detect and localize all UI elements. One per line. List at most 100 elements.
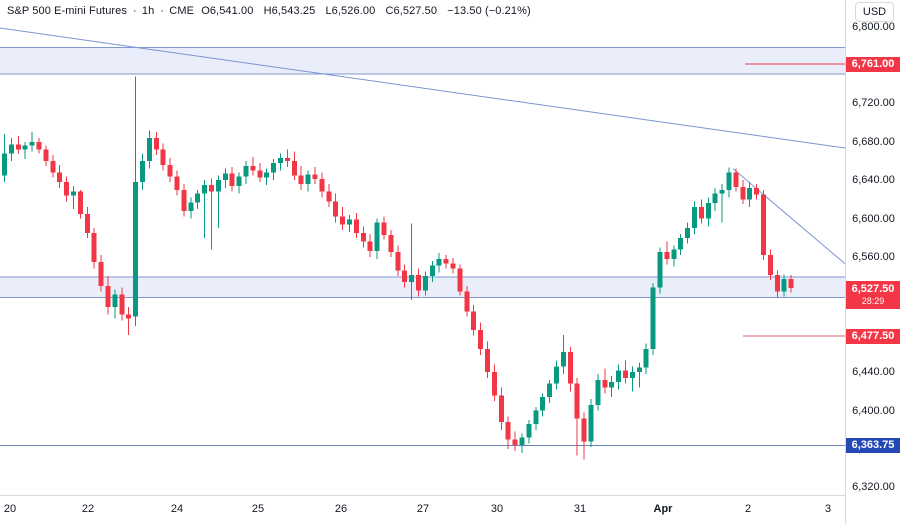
candle-body xyxy=(726,172,732,190)
candle-body xyxy=(202,185,208,194)
time-tick-label: 30 xyxy=(490,503,504,515)
candle-body xyxy=(71,191,76,196)
candle-body xyxy=(547,383,553,398)
candle-body xyxy=(698,207,704,219)
candle-body xyxy=(360,233,366,242)
current-price-label[interactable]: 6,527.50 28:29 xyxy=(846,281,900,310)
candle-body xyxy=(298,175,304,185)
candle-body xyxy=(264,172,270,178)
trendline-1[interactable] xyxy=(0,27,845,149)
time-tick-label: 24 xyxy=(170,503,184,515)
candle-body xyxy=(747,187,753,200)
candle-body xyxy=(236,176,242,186)
candle-body xyxy=(2,153,7,176)
candle-body xyxy=(657,252,663,288)
candle-body xyxy=(22,145,28,150)
price-tick-label: 6,440.00 xyxy=(852,366,895,379)
candle-body xyxy=(326,191,332,202)
candle-body xyxy=(367,241,373,252)
candlestick-series xyxy=(2,76,794,460)
candle-body xyxy=(374,222,380,252)
currency-button[interactable]: USD xyxy=(855,2,894,22)
price-line-label[interactable]: 6,477.50 xyxy=(846,328,900,344)
candle-body xyxy=(671,249,677,259)
candle-body xyxy=(347,219,352,225)
symbol-name[interactable]: S&P 500 E-mini Futures xyxy=(7,5,127,17)
time-tick-label: 3 xyxy=(824,503,832,515)
candle-body xyxy=(215,180,221,192)
candle-body xyxy=(567,352,573,384)
time-axis[interactable]: 20 22 24 25 26 27 30 31 Apr 2 3 xyxy=(0,495,845,524)
candle-body xyxy=(505,422,511,440)
candle-body xyxy=(705,203,711,219)
symbol-info-bar: S&P 500 E-mini Futures · 1h · CME O6,541.0… xyxy=(7,5,535,17)
ohlc-low: L6,526.00 xyxy=(325,5,376,17)
candle-body xyxy=(650,287,656,350)
candle-body xyxy=(457,268,463,292)
candle-body xyxy=(36,141,42,150)
candle-body xyxy=(774,275,780,292)
candle-body xyxy=(84,213,90,234)
candle-body xyxy=(602,379,608,388)
candle-body xyxy=(636,367,642,373)
candle-body xyxy=(388,234,394,253)
candle-body xyxy=(119,294,125,315)
candle-body xyxy=(485,349,490,373)
separator-dot: · xyxy=(133,5,137,17)
interval-value[interactable]: 1h xyxy=(141,5,155,17)
price-line-label[interactable]: 6,363.75 xyxy=(846,437,900,453)
price-tick-label: 6,720.00 xyxy=(852,97,895,110)
mid-demand-zone[interactable] xyxy=(0,277,845,298)
chart-pane[interactable]: S&P 500 E-mini Futures · 1h · CME O6,541.0… xyxy=(0,0,845,495)
bar-countdown: 28:29 xyxy=(861,296,885,307)
ohlc-high: H6,543.25 xyxy=(263,5,316,17)
candle-body xyxy=(278,158,283,163)
candle-body xyxy=(740,186,746,200)
candle-body xyxy=(43,149,49,161)
candle-body xyxy=(353,219,359,234)
candle-body xyxy=(312,174,318,180)
candle-body xyxy=(57,172,63,183)
candle-body xyxy=(429,265,435,277)
time-tick-label: 22 xyxy=(81,503,95,515)
candle-body xyxy=(464,291,470,312)
candle-body xyxy=(788,279,794,289)
ohlc-close: C6,527.50 xyxy=(385,5,438,17)
candle-body xyxy=(209,185,214,192)
time-tick-label: 20 xyxy=(3,503,17,515)
candle-body xyxy=(188,202,194,211)
candle-body xyxy=(443,258,449,264)
candle-body xyxy=(471,311,477,330)
candle-body xyxy=(588,404,594,442)
upper-supply-zone[interactable] xyxy=(0,47,845,75)
candle-body xyxy=(554,366,559,384)
price-line-label[interactable]: 6,761.00 xyxy=(846,56,900,72)
ohlc-open: O6,541.00 xyxy=(201,5,254,17)
exchange-name[interactable]: CME xyxy=(169,5,195,17)
separator-dot: · xyxy=(160,5,165,17)
price-tick-label: 6,560.00 xyxy=(852,251,895,263)
candle-body xyxy=(291,160,297,176)
candle-body xyxy=(664,252,670,259)
candle-body xyxy=(167,164,173,177)
candle-body xyxy=(781,279,787,292)
candle-body xyxy=(229,173,235,186)
candle-body xyxy=(133,182,139,317)
time-tick-label: 27 xyxy=(416,503,430,515)
candle-body xyxy=(98,261,104,286)
candle-body xyxy=(105,285,111,307)
price-axis[interactable]: USD 6,800.006,760.006,720.006,680.006,64… xyxy=(845,0,900,524)
candle-body xyxy=(519,437,525,446)
candle-body xyxy=(719,189,725,194)
candle-body xyxy=(574,383,580,419)
price-change: −13.50 (−0.21%) xyxy=(447,5,531,17)
price-tick-label: 6,800.00 xyxy=(852,20,895,33)
candle-body xyxy=(643,349,649,368)
trendline-2[interactable] xyxy=(732,168,845,265)
time-tick-label: 26 xyxy=(334,503,348,515)
price-tick-label: 6,400.00 xyxy=(852,404,895,417)
time-tick-label: 25 xyxy=(251,503,265,515)
candle-body xyxy=(623,370,628,378)
candle-body xyxy=(491,372,497,396)
